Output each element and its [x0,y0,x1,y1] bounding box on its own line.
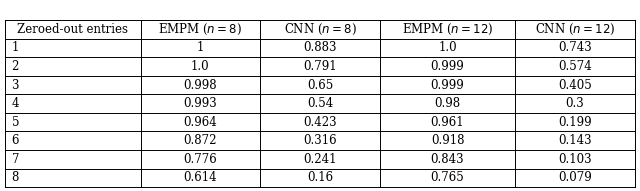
Text: 0.16: 0.16 [307,171,333,184]
Text: 0.843: 0.843 [431,153,465,166]
Text: 0.998: 0.998 [184,79,217,91]
Text: 0.316: 0.316 [303,134,337,147]
Text: 0.999: 0.999 [431,79,465,91]
Text: 0.3: 0.3 [566,97,584,110]
Text: 0.791: 0.791 [303,60,337,73]
Text: 0.872: 0.872 [184,134,217,147]
Text: 0.993: 0.993 [184,97,217,110]
Text: 0.964: 0.964 [184,116,217,129]
Text: EMPM ($n = 8$): EMPM ($n = 8$) [158,22,243,37]
Text: 0.079: 0.079 [558,171,592,184]
Text: 0.574: 0.574 [558,60,592,73]
Text: 0.199: 0.199 [558,116,592,129]
Text: 3: 3 [12,79,19,91]
Text: EMPM ($n = 12$): EMPM ($n = 12$) [402,22,493,37]
Text: 0.54: 0.54 [307,97,333,110]
Text: CNN ($n = 12$): CNN ($n = 12$) [535,22,615,37]
Text: 0.614: 0.614 [184,171,217,184]
Text: 0.776: 0.776 [184,153,217,166]
Text: CNN ($n = 8$): CNN ($n = 8$) [284,22,356,37]
Text: 0.423: 0.423 [303,116,337,129]
Text: 6: 6 [12,134,19,147]
Text: 0.405: 0.405 [558,79,592,91]
Text: 5: 5 [12,116,19,129]
Text: 1: 1 [196,41,204,54]
Text: 2: 2 [12,60,19,73]
Text: 0.765: 0.765 [431,171,465,184]
Text: 1.0: 1.0 [438,41,457,54]
Text: 1: 1 [12,41,19,54]
Text: 0.961: 0.961 [431,116,465,129]
Text: 0.999: 0.999 [431,60,465,73]
Text: 0.103: 0.103 [558,153,592,166]
Text: 7: 7 [12,153,19,166]
Text: 0.883: 0.883 [303,41,337,54]
Text: 0.743: 0.743 [558,41,592,54]
Text: 0.65: 0.65 [307,79,333,91]
Text: Zeroed-out entries: Zeroed-out entries [17,23,128,36]
Text: 8: 8 [12,171,19,184]
Text: 4: 4 [12,97,19,110]
Text: 0.918: 0.918 [431,134,464,147]
Text: 0.98: 0.98 [435,97,461,110]
Text: 1.0: 1.0 [191,60,210,73]
Text: 0.143: 0.143 [558,134,592,147]
Text: 0.241: 0.241 [303,153,337,166]
